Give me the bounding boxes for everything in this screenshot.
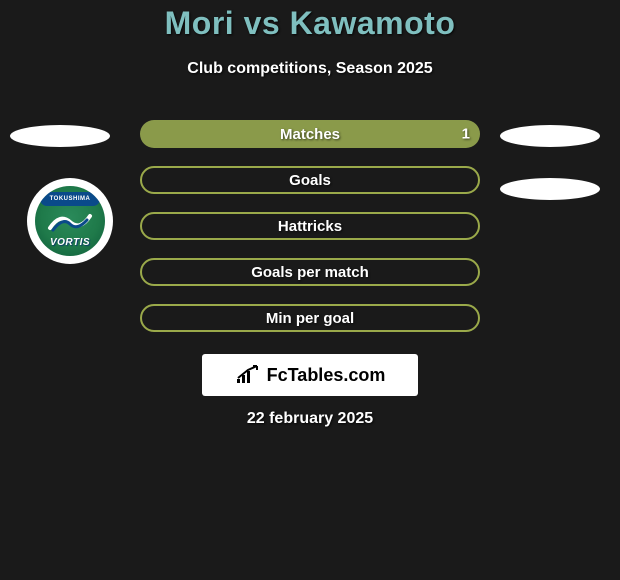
logo-text: FcTables.com	[267, 365, 386, 386]
club-badge: TOKUSHIMA VORTIS	[27, 178, 113, 264]
club-badge-inner: TOKUSHIMA VORTIS	[35, 186, 105, 256]
stat-label: Goals per match	[251, 264, 369, 281]
stat-label: Min per goal	[266, 310, 354, 327]
page-title: Mori vs Kawamoto	[0, 5, 620, 42]
stat-label: Hattricks	[278, 218, 342, 235]
stat-bar: Goals per match	[140, 258, 480, 286]
stat-label: Goals	[289, 172, 331, 189]
avatar-placeholder-left	[10, 125, 110, 147]
date-label: 22 february 2025	[0, 410, 620, 428]
logo-content: FcTables.com	[235, 365, 386, 386]
badge-top-label: TOKUSHIMA	[40, 192, 100, 206]
stat-row-mpg: Min per goal	[0, 304, 620, 332]
stat-row-gpm: Goals per match	[0, 258, 620, 286]
chart-icon	[235, 365, 263, 385]
stat-bar: Min per goal	[140, 304, 480, 332]
avatar-placeholder-right-1	[500, 125, 600, 147]
avatar-placeholder-right-2	[500, 178, 600, 200]
stat-bar: Matches 1	[140, 120, 480, 148]
swirl-icon	[45, 208, 95, 236]
stat-bar: Hattricks	[140, 212, 480, 240]
stat-label: Matches	[280, 126, 340, 143]
badge-name: VORTIS	[50, 237, 90, 248]
main-container: Mori vs Kawamoto Club competitions, Seas…	[0, 0, 620, 332]
subtitle: Club competitions, Season 2025	[0, 60, 620, 78]
stat-bar: Goals	[140, 166, 480, 194]
fctables-logo: FcTables.com	[202, 354, 418, 396]
stat-value-right: 1	[462, 126, 470, 143]
